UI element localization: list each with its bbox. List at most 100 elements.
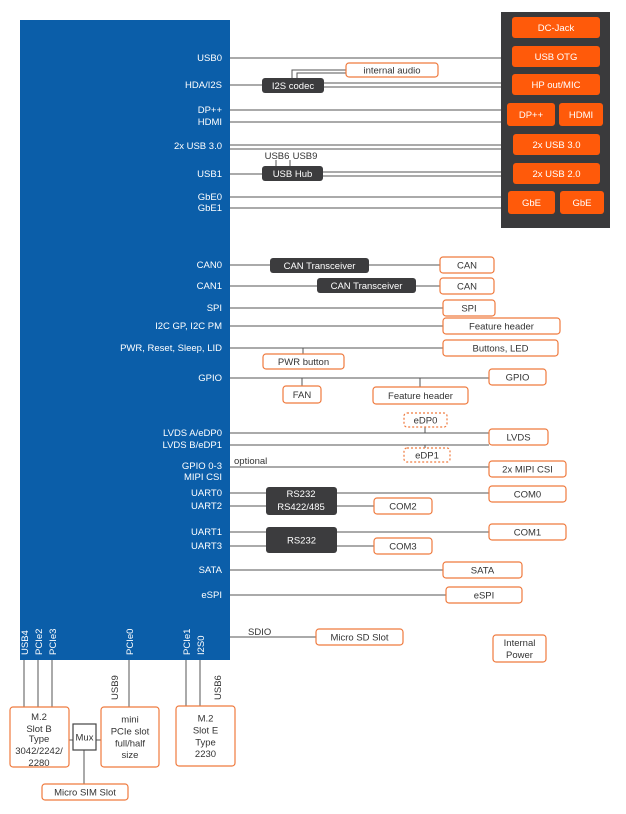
rs232-rs422-chip [266, 487, 337, 515]
sdio-label: SDIO [248, 627, 271, 638]
signal-gbe1: GbE1 [198, 203, 222, 214]
usb9-mini-label: USB9 [110, 675, 121, 700]
mini-pcie-slot [100, 706, 160, 768]
edp1-connector [403, 447, 451, 463]
internal-power-connector-label: Internal Power [504, 638, 536, 661]
usb6-hub-label: USB6 [265, 151, 290, 162]
com2-connector-label: COM2 [389, 501, 416, 512]
micro-sd-slot [315, 628, 404, 646]
m2-slot-b [9, 706, 70, 768]
hdmi-connector-label: HDMI [569, 110, 593, 121]
signal-espi: eSPI [201, 590, 222, 601]
signal-spi: SPI [207, 303, 222, 314]
com0-connector [488, 485, 567, 503]
fan-connector-label: FAN [293, 390, 312, 401]
micro-sim-slot [41, 783, 129, 801]
pwr-button [262, 353, 345, 370]
can-transceiver-1-label: CAN Transceiver [331, 281, 403, 292]
signal-uart2: UART2 [191, 501, 222, 512]
dp-connector [507, 103, 555, 126]
rs232-label: RS232 [286, 489, 315, 500]
com0-connector-label: COM0 [514, 489, 541, 500]
signal-mipi: MIPI CSI [184, 472, 222, 483]
i2s-codec-chip-label: I2S codec [272, 81, 314, 92]
feature-header-1-label: Feature header [469, 321, 534, 332]
com3-connector-label: COM3 [389, 541, 416, 552]
hp-mic-connector-label: HP out/MIC [532, 80, 581, 91]
lvds-connector [488, 428, 549, 446]
usb-otg-connector [512, 46, 600, 67]
connection-line [291, 69, 346, 78]
m2-slot-e [175, 705, 236, 767]
optional-label: optional [234, 456, 267, 467]
internal-power-connector [492, 634, 547, 663]
com2-connector [373, 497, 433, 515]
signal-uart1: UART1 [191, 527, 222, 538]
spi-connector [442, 299, 496, 317]
hdmi-connector [559, 103, 603, 126]
signal-gpio03: GPIO 0-3 [182, 461, 222, 472]
can1-connector [439, 277, 495, 295]
usb30-connector-label: 2x USB 3.0 [532, 140, 580, 151]
buttons-led-header-label: Buttons, LED [473, 343, 529, 354]
m2-slot-e-label: M.2 Slot E Type 2230 [193, 714, 218, 761]
usb9-hub-label: USB9 [293, 151, 318, 162]
internal-audio-header-label: internal audio [363, 65, 420, 76]
signal-usb1: USB1 [197, 169, 222, 180]
rs232-chip [266, 527, 337, 553]
dc-jack-connector-label: DC-Jack [538, 23, 575, 34]
usb-hub-chip [262, 166, 323, 181]
signal-sata: SATA [199, 565, 223, 576]
micro-sim-slot-label: Micro SIM Slot [54, 787, 116, 798]
gbe-connector-2 [560, 191, 604, 214]
dp-connector-label: DP++ [519, 110, 544, 121]
gbe-connector-1-label: GbE [522, 198, 541, 209]
edp0-connector-label: eDP0 [414, 415, 438, 426]
signal-pcie1: PCIe1 [182, 629, 193, 655]
can0-connector [439, 256, 495, 274]
mini-pcie-slot-label: mini PCIe slot full/half size [111, 715, 150, 762]
signal-usb0: USB0 [197, 53, 222, 64]
internal-audio-header [345, 62, 439, 78]
mipi-csi-connector-label: 2x MIPI CSI [502, 464, 553, 475]
micro-sd-slot-label: Micro SD Slot [330, 632, 388, 643]
hp-mic-connector [512, 74, 600, 95]
soc-block [20, 20, 230, 660]
sata-connector-label: SATA [471, 565, 495, 576]
sata-connector [442, 561, 523, 579]
signal-pcie2: PCIe2 [34, 629, 45, 655]
feature-header-1 [442, 317, 561, 335]
usb6-m2e-label: USB6 [213, 675, 224, 700]
mipi-csi-connector [488, 460, 567, 478]
lvds-connector-label: LVDS [506, 432, 530, 443]
can-transceiver-0 [270, 258, 369, 273]
i2s-codec-chip [262, 78, 324, 93]
signal-pcie0: PCIe0 [125, 629, 136, 655]
com3-connector [373, 537, 433, 555]
rs232-chip-label: RS232 [287, 535, 316, 546]
pwr-button-label: PWR button [278, 357, 329, 368]
connection-line [296, 72, 346, 78]
buttons-led-header [442, 339, 559, 357]
signal-gbe0: GbE0 [198, 192, 222, 203]
usb-hub-chip-label: USB Hub [273, 169, 313, 180]
signal-hdmi: HDMI [198, 117, 222, 128]
rs422-label: RS422/485 [277, 502, 325, 513]
signal-hda_i2s: HDA/I2S [185, 80, 222, 91]
signal-pwr: PWR, Reset, Sleep, LID [120, 343, 222, 354]
usb20-connector-label: 2x USB 2.0 [532, 169, 580, 180]
gbe-connector-1 [508, 191, 555, 214]
usb-otg-connector-label: USB OTG [535, 52, 578, 63]
mux-chip [72, 723, 97, 751]
fan-connector [282, 385, 322, 404]
can-transceiver-1 [317, 278, 416, 293]
signal-lvds_a: LVDS A/eDP0 [163, 428, 222, 439]
signal-can1: CAN1 [197, 281, 222, 292]
m2-slot-b-label: M.2 Slot B [26, 712, 51, 735]
can1-connector-label: CAN [457, 281, 477, 292]
signal-pcie3: PCIe3 [48, 629, 59, 655]
signal-lvds_b: LVDS B/eDP1 [163, 440, 223, 451]
spi-connector-label: SPI [461, 303, 476, 314]
signal-i2s0: I2S0 [196, 635, 207, 655]
